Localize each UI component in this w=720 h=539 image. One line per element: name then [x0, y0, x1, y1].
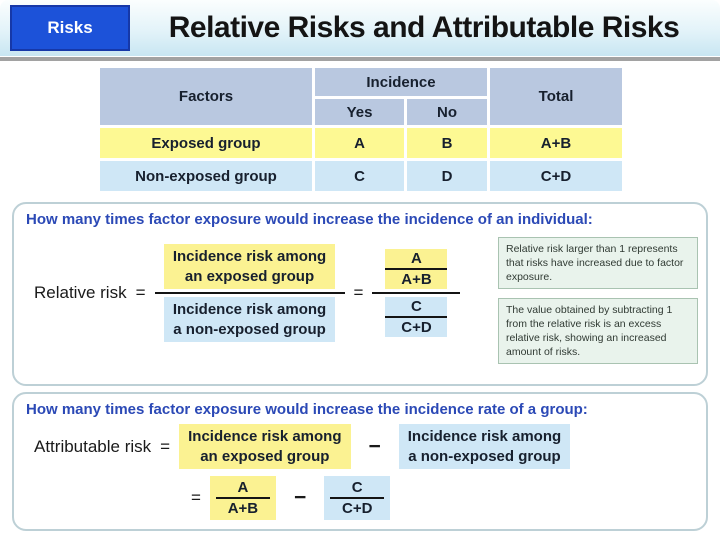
fraction-denominator: A+B: [227, 500, 259, 517]
minus-sign: −: [293, 486, 307, 509]
relative-risk-heading: How many times factor exposure would inc…: [26, 211, 593, 228]
attributable-risk-panel: How many times factor exposure would inc…: [12, 392, 708, 531]
attributable-risk-label: Attributable risk: [34, 436, 152, 456]
slide-header: Risks Relative Risks and Attributable Ri…: [0, 0, 720, 56]
minuend-exposed-group: Incidence risk among an exposed group: [179, 424, 351, 469]
equals-sign: =: [353, 283, 364, 302]
fraction-numerator: C: [385, 297, 448, 316]
col-header-no: No: [407, 99, 487, 125]
fraction-bar: [215, 497, 270, 499]
page-title: Relative Risks and Attributable Risks: [168, 11, 680, 44]
risks-badge: Risks: [10, 5, 130, 51]
table-row-exposed-label: Exposed group: [100, 128, 312, 158]
numerator-line1: Incidence risk among: [172, 248, 327, 265]
minuend-line2: an exposed group: [200, 447, 330, 465]
relative-risk-panel: How many times factor exposure would inc…: [12, 202, 708, 386]
relative-risk-word-fraction: Incidence risk among an exposed group In…: [154, 244, 345, 342]
fraction-denominator: C+D: [385, 318, 448, 337]
relative-risk-notes: Relative risk larger than 1 represents t…: [498, 237, 698, 365]
equals-sign: =: [191, 488, 201, 507]
fraction-bar: [385, 268, 448, 270]
fraction-a-over-ab: A A+B: [385, 249, 448, 289]
fraction-numerator: A: [237, 479, 249, 496]
factors-table: Factors Incidence Total Yes No Exposed g…: [100, 68, 622, 191]
note-relative-risk-larger: Relative risk larger than 1 represents t…: [498, 237, 698, 290]
minuend-line1: Incidence risk among: [188, 428, 342, 445]
denominator-line1: Incidence risk among: [172, 301, 327, 318]
col-header-total: Total: [490, 68, 622, 125]
fraction-numerator: C: [351, 479, 363, 496]
subtrahend-line1: Incidence risk among: [407, 428, 562, 445]
table-row-exposed-no: B: [407, 128, 487, 158]
fraction-bar: [385, 316, 448, 318]
attributable-risk-letter-formula: = A A+B − C C+D: [182, 476, 706, 520]
attributable-risk-formula: Attributable risk = Incidence risk among…: [34, 424, 706, 469]
attributable-risk-heading: How many times factor exposure would inc…: [26, 401, 588, 418]
subtrahend-nonexposed-group: Incidence risk among a non-exposed group: [398, 424, 571, 469]
fraction-c-over-cd: C C+D: [324, 476, 391, 520]
equals-sign: =: [135, 283, 146, 302]
fraction-numerator: A: [385, 249, 448, 268]
col-header-factors: Factors: [100, 68, 312, 125]
table-row-nonexposed-no: D: [407, 161, 487, 191]
table-row-exposed-total: A+B: [490, 128, 622, 158]
numerator-line2: an exposed group: [184, 267, 315, 285]
relative-risk-label: Relative risk: [34, 283, 127, 302]
fraction-bar: [154, 292, 345, 294]
minus-sign: −: [368, 434, 381, 458]
col-header-incidence: Incidence: [315, 68, 487, 96]
relative-risk-letter-fraction: A A+B C C+D: [372, 249, 461, 337]
equals-sign: =: [160, 436, 171, 456]
table-row-nonexposed-total: C+D: [490, 161, 622, 191]
note-excess-relative-risk: The value obtained by subtracting 1 from…: [498, 298, 698, 365]
col-header-yes: Yes: [315, 99, 404, 125]
relative-risk-formula: Relative risk = Incidence risk among an …: [34, 244, 706, 342]
header-divider: [0, 57, 720, 61]
fraction-bar: [372, 292, 461, 294]
fraction-a-over-ab: A A+B: [209, 476, 276, 520]
denominator-nonexposed-group: Incidence risk among a non-exposed group: [163, 297, 336, 342]
fraction-c-over-cd: C C+D: [385, 297, 448, 337]
table-row-exposed-yes: A: [315, 128, 404, 158]
fraction-bar: [330, 497, 385, 499]
table-row-nonexposed-label: Non-exposed group: [100, 161, 312, 191]
subtrahend-line2: a non-exposed group: [408, 447, 561, 465]
numerator-exposed-group: Incidence risk among an exposed group: [163, 244, 336, 289]
denominator-line2: a non-exposed group: [173, 320, 326, 338]
table-row-nonexposed-yes: C: [315, 161, 404, 191]
fraction-denominator: A+B: [385, 270, 448, 289]
fraction-denominator: C+D: [341, 500, 373, 517]
